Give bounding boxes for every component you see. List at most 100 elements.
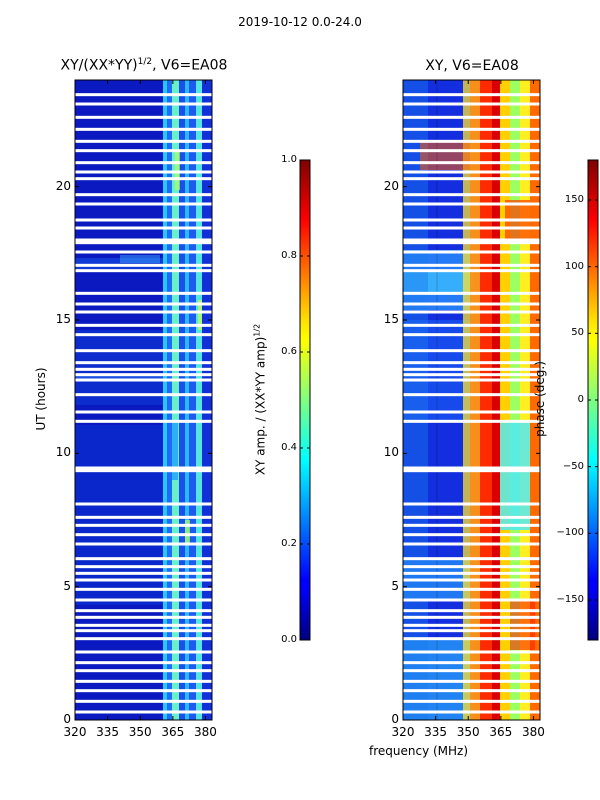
phase-flagged-row	[403, 149, 540, 153]
phase-flagged-row	[403, 515, 540, 519]
amplitude-flagged-row	[75, 565, 212, 569]
phase-flagged-row	[403, 393, 540, 397]
amplitude-flagged-row	[75, 699, 212, 703]
amplitude-flagged-row	[75, 629, 212, 633]
phase-flagged-row	[403, 571, 540, 575]
phase-flagged-row	[403, 238, 540, 242]
amplitude-y-tick-label: 10	[55, 445, 71, 460]
amplitude-flagged-row	[75, 367, 212, 371]
amplitude-x-tick-label: 320	[63, 725, 87, 739]
amplitude-flagged-row	[75, 263, 212, 267]
amplitude-flagged-row	[75, 469, 212, 473]
phase-flagged-row	[403, 250, 540, 254]
amplitude-colorbar-tick-label: 0.2	[281, 538, 297, 549]
amplitude-flagged-row	[75, 542, 212, 546]
amplitude-flagged-row	[75, 571, 212, 575]
phase-flagged-row	[403, 170, 540, 174]
phase-flagged-row	[403, 310, 540, 314]
phase-y-tick-label: 0	[391, 712, 399, 726]
phase-flagged-row	[403, 202, 540, 206]
phase-flagged-row	[403, 302, 540, 306]
phase-x-tick-label: 350	[456, 725, 480, 739]
phase-flagged-row	[403, 637, 540, 641]
phase-colorbar-tick-label: 100	[564, 260, 584, 272]
amplitude-flagged-row	[75, 637, 212, 641]
amplitude-flagged-row	[75, 291, 212, 295]
phase-flagged-row	[403, 650, 540, 654]
amplitude-colorbar-label: XY amp. / (XX*YY amp)1/2	[253, 300, 268, 500]
phase-flagged-row	[403, 161, 540, 165]
amplitude-flagged-row	[75, 250, 212, 254]
amplitude-colorbar-tick-label: 0.8	[281, 250, 297, 261]
phase-y-tick-label: 20	[383, 178, 399, 193]
phase-flagged-row	[403, 102, 540, 106]
phase-colorbar-tick-label: 50	[571, 327, 584, 339]
phase-panel	[402, 79, 541, 721]
amplitude-flagged-row	[75, 193, 212, 197]
amplitude-axes-frame	[74, 79, 213, 721]
amplitude-x-tick-label: 350	[128, 725, 152, 739]
amplitude-y-tick-label: 15	[55, 312, 71, 326]
amplitude-flagged-row	[75, 349, 212, 353]
amplitude-flagged-row	[75, 238, 212, 242]
phase-flagged-row	[403, 502, 540, 506]
amplitude-colorbar-label-main: XY amp. / (XX*YY amp)	[253, 336, 268, 476]
amplitude-flagged-row	[75, 323, 212, 327]
amplitude-y-axis-label: UT (hours)	[34, 367, 48, 431]
amplitude-panel-title: XY/(XX*YY)1/2, V6=EA08	[44, 57, 244, 74]
amplitude-flagged-row	[75, 302, 212, 306]
amplitude-flagged-row	[75, 710, 212, 714]
amplitude-flagged-row	[75, 310, 212, 314]
amplitude-heatmap	[75, 80, 212, 720]
amplitude-title-main: XY/(XX*YY)	[60, 57, 138, 74]
phase-flagged-row	[403, 533, 540, 537]
amplitude-flagged-row	[75, 533, 212, 537]
phase-flagged-row	[403, 333, 540, 337]
phase-colorbar-tick-label: 0	[577, 394, 584, 405]
amplitude-flagged-row	[75, 598, 212, 602]
amplitude-flag-lines	[75, 93, 212, 714]
amplitude-colorbar	[299, 159, 311, 641]
amplitude-flagged-row	[75, 93, 212, 97]
amplitude-flagged-row	[75, 669, 212, 673]
amplitude-flagged-row	[75, 679, 212, 683]
phase-flagged-row	[403, 557, 540, 561]
amplitude-flagged-row	[75, 515, 212, 519]
phase-colorbar	[587, 159, 599, 641]
amplitude-flagged-row	[75, 578, 212, 582]
amplitude-flagged-row	[75, 557, 212, 561]
phase-y-tick-label: 5	[391, 578, 399, 593]
amplitude-flagged-row	[75, 361, 212, 365]
phase-x-tick-label: 380	[522, 725, 545, 739]
phase-flagged-row	[403, 469, 540, 473]
phase-flag-lines	[403, 93, 540, 714]
phase-colorbar-tick-label: −50	[562, 460, 584, 472]
amplitude-flagged-row	[75, 502, 212, 506]
phase-x-tick-label: 335	[424, 725, 448, 739]
phase-flagged-row	[403, 127, 540, 131]
phase-flagged-row	[403, 523, 540, 527]
phase-flagged-row	[403, 466, 540, 470]
amplitude-y-tick-label: 0	[63, 712, 71, 726]
phase-flagged-row	[403, 361, 540, 365]
amplitude-y-tick-label: 20	[55, 178, 71, 193]
phase-flagged-row	[403, 410, 540, 414]
amplitude-flagged-row	[75, 177, 212, 181]
phase-flagged-row	[403, 367, 540, 371]
phase-flagged-row	[403, 378, 540, 382]
phase-flagged-row	[403, 193, 540, 197]
phase-flagged-row	[403, 226, 540, 230]
phase-y-tick-label: 15	[383, 312, 399, 326]
phase-flagged-row	[403, 269, 540, 273]
phase-flagged-row	[403, 323, 540, 327]
phase-colorbar-tick-marks	[588, 199, 598, 601]
amplitude-flagged-row	[75, 241, 212, 245]
phase-flagged-row	[403, 699, 540, 703]
phase-flagged-row	[403, 679, 540, 683]
phase-flagged-row	[403, 609, 540, 613]
phase-x-tick-label: 365	[489, 725, 513, 739]
phase-flagged-row	[403, 419, 540, 423]
phase-flagged-row	[403, 291, 540, 295]
phase-flagged-row	[403, 623, 540, 627]
amplitude-flagged-row	[75, 378, 212, 382]
